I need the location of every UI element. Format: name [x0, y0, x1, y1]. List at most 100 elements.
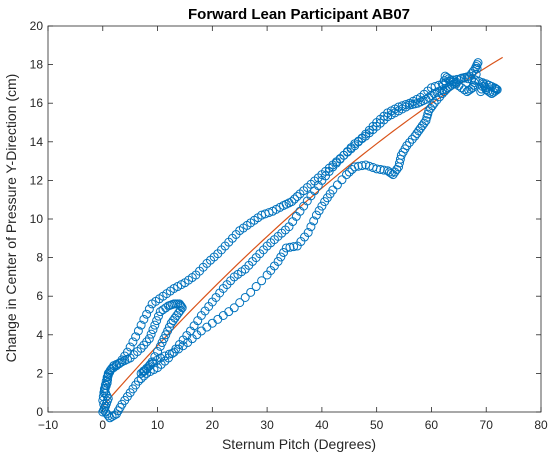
scatter-point	[457, 83, 467, 93]
y-tick-label: 6	[36, 289, 43, 303]
x-tick-label: 0	[99, 418, 106, 432]
scatter-point	[303, 228, 313, 238]
scatter-point	[213, 314, 223, 324]
scatter-point	[240, 292, 250, 302]
scatter-point	[133, 376, 143, 386]
scatter-point	[229, 303, 239, 313]
scatter-point	[311, 210, 321, 220]
scatter-point	[405, 137, 415, 147]
scatter-point	[139, 366, 149, 376]
x-tick-label: 20	[206, 418, 220, 432]
scatter-point	[317, 201, 327, 211]
scatter-point	[153, 311, 163, 321]
scatter-point	[207, 318, 217, 328]
scatter-point	[144, 334, 154, 344]
scatter-point	[155, 341, 165, 351]
scatter-point	[402, 141, 412, 151]
scatter-point	[133, 326, 143, 336]
y-tick-label: 16	[30, 96, 44, 110]
y-tick-label: 0	[36, 405, 43, 419]
scatter-point	[257, 276, 267, 286]
scatter-point	[142, 309, 152, 319]
scatter-point	[102, 378, 112, 388]
scatter-point	[279, 247, 289, 257]
scatter-point	[328, 185, 338, 195]
scatter-point	[260, 209, 270, 219]
scatter-point	[152, 316, 162, 326]
x-tick-label: 80	[534, 418, 548, 432]
scatter-point	[142, 337, 152, 347]
scatter-point	[448, 75, 458, 85]
scatter-point	[392, 164, 402, 174]
scatter-point	[273, 256, 283, 266]
scatter-point	[131, 332, 141, 342]
scatter-point	[452, 74, 462, 84]
scatter-point	[235, 298, 245, 308]
scatter-point	[155, 307, 165, 317]
scatter-point	[125, 342, 135, 352]
scatter-point	[148, 325, 158, 335]
scatter-point	[136, 320, 146, 330]
scatter-point	[251, 282, 261, 292]
x-tick-label: 70	[480, 418, 494, 432]
y-tick-label: 14	[30, 135, 44, 149]
x-axis-label: Sternum Pitch (Degrees)	[222, 436, 376, 452]
scatter-point	[139, 371, 149, 381]
scatter-point	[429, 98, 439, 108]
scatter-point	[176, 301, 186, 311]
plot-frame	[47, 25, 542, 413]
scatter-point	[218, 311, 228, 320]
scatter-point	[100, 403, 110, 413]
y-axis-label: Change in Center of Pressure Y-Direction…	[3, 74, 19, 363]
y-tick-label: 2	[36, 366, 43, 380]
scatter-point	[285, 242, 295, 252]
scatter-point	[202, 322, 212, 332]
scatter-point	[337, 175, 347, 185]
scatter-point	[353, 161, 363, 171]
scatter-point	[350, 162, 360, 172]
scatter-point	[459, 73, 469, 83]
x-tick-label: 50	[370, 418, 384, 432]
scatter-point	[472, 60, 482, 70]
scatter-point	[419, 118, 429, 128]
scatter-point	[440, 71, 450, 81]
x-tick-label: 60	[425, 418, 439, 432]
scatter-point	[314, 206, 324, 216]
scatter-point	[153, 347, 163, 357]
fit-line-group	[102, 56, 503, 407]
scatter-point	[427, 101, 437, 111]
scatter-point	[292, 191, 302, 201]
scatter-point	[372, 164, 382, 174]
scatter-point	[456, 74, 466, 84]
scatter-point	[158, 305, 168, 315]
scatter-point	[332, 180, 342, 190]
scatter-point	[342, 170, 352, 180]
x-tick-label: 30	[260, 418, 274, 432]
scatter-points	[98, 58, 502, 423]
scatter-point	[224, 307, 234, 317]
scatter-point	[306, 222, 316, 232]
scatter-point	[401, 99, 411, 109]
scatter-point	[289, 242, 299, 252]
scatter-point	[139, 314, 149, 324]
scatter-point	[107, 412, 117, 421]
scatter-point	[295, 189, 305, 199]
scatter-point	[136, 343, 146, 353]
y-tick-label: 12	[30, 173, 44, 187]
scatter-point	[178, 341, 188, 351]
scatter-point	[128, 337, 138, 347]
chart-title: Forward Lean Participant AB07	[188, 6, 410, 23]
scatter-point	[309, 216, 319, 226]
scatter-point	[147, 299, 157, 309]
scatter-point	[473, 58, 483, 68]
x-tick-label: −10	[38, 418, 59, 432]
scatter-point	[150, 320, 160, 330]
y-tick-label: 18	[30, 58, 44, 72]
scatter-point	[146, 329, 156, 339]
scatter-point	[281, 243, 291, 253]
y-tick-label: 4	[36, 328, 43, 342]
scatter-point	[357, 161, 367, 171]
y-tick-label: 8	[36, 251, 43, 265]
